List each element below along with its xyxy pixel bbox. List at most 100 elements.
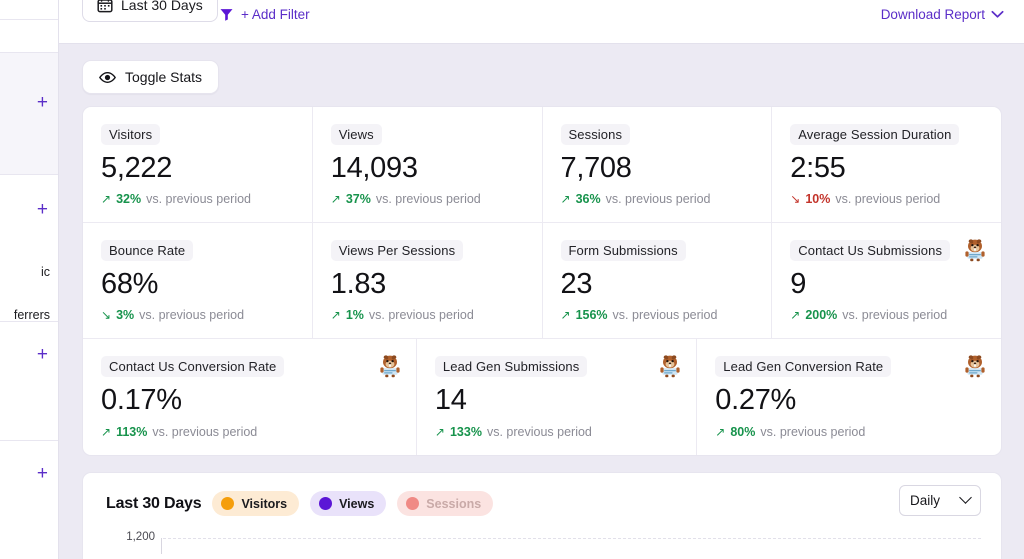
add-filter-button[interactable]: + Add Filter bbox=[219, 0, 310, 28]
timeseries-chart-panel: Last 30 Days Visitors Views Sessions Dai… bbox=[82, 472, 1002, 559]
sidebar-label-traffic: ic bbox=[40, 265, 50, 279]
trend-up-icon: ↗ bbox=[330, 192, 341, 206]
stat-card-lead-gen-submissions[interactable]: Lead Gen Submissions bbox=[417, 339, 698, 455]
delta-note: vs. previous period bbox=[486, 425, 592, 439]
date-range-picker[interactable]: Last 30 Days bbox=[82, 0, 218, 22]
chart-interval-value: Daily bbox=[910, 493, 941, 508]
delta-note: vs. previous period bbox=[760, 425, 866, 439]
stat-card-contact-us-conversion-rate[interactable]: Contact Us Conversion Rate bbox=[83, 339, 417, 455]
delta-note: vs. previous period bbox=[375, 192, 481, 206]
toggle-stats-button[interactable]: Toggle Stats bbox=[82, 60, 220, 94]
stat-delta: ↘ 10% vs. previous period bbox=[790, 192, 940, 206]
legend-chip-sessions[interactable]: Sessions bbox=[397, 491, 494, 516]
delta-note: vs. previous period bbox=[139, 308, 245, 322]
legend-label-sessions: Sessions bbox=[426, 496, 482, 511]
date-range-label: Last 30 Days bbox=[121, 0, 203, 13]
stat-label: Bounce Rate bbox=[101, 240, 194, 261]
sidebar-block-4[interactable]: + bbox=[0, 441, 58, 559]
delta-percent: 80% bbox=[730, 425, 756, 439]
download-report-button[interactable]: Download Report bbox=[881, 1, 1004, 27]
legend-dot-views bbox=[319, 497, 333, 510]
trend-up-icon: ↗ bbox=[560, 192, 571, 206]
top-toolbar: Last 30 Days + Add Filter Download Repor… bbox=[59, 0, 1024, 44]
stats-row-3: Contact Us Conversion Rate bbox=[83, 339, 1001, 455]
stat-value: 14,093 bbox=[330, 152, 418, 184]
delta-percent: 133% bbox=[449, 425, 482, 439]
delta-note: vs. previous period bbox=[368, 308, 474, 322]
stat-card-form-submissions[interactable]: Form Submissions 23 ↗ 156% vs. previous … bbox=[543, 223, 773, 338]
delta-percent: 3% bbox=[116, 308, 135, 322]
stat-card-sessions[interactable]: Sessions 7,708 ↗ 36% vs. previous period bbox=[543, 107, 773, 222]
stat-value: 7,708 bbox=[560, 152, 632, 184]
stat-delta: ↗ 80% vs. previous period bbox=[715, 425, 865, 439]
trend-up-icon: ↗ bbox=[330, 308, 341, 322]
sidebar-add-icon-pages[interactable]: + bbox=[36, 92, 48, 113]
stat-delta: ↘ 3% vs. previous period bbox=[101, 308, 244, 322]
stat-delta: ↗ 1% vs. previous period bbox=[331, 308, 474, 322]
trend-down-icon: ↘ bbox=[101, 308, 112, 322]
stat-value: 0.17% bbox=[101, 384, 182, 416]
sidebar-add-icon-3[interactable]: + bbox=[36, 344, 48, 365]
sidebar-add-icon-traffic[interactable]: + bbox=[36, 199, 48, 220]
stat-label: Views bbox=[330, 124, 382, 145]
stat-value: 5,222 bbox=[101, 152, 173, 184]
delta-percent: 200% bbox=[805, 308, 838, 322]
legend-dot-sessions bbox=[406, 497, 420, 510]
stat-delta: ↗ 36% vs. previous period bbox=[561, 192, 711, 206]
main-content: Toggle Stats Visitors 5,222 ↗ 32% vs. pr… bbox=[59, 44, 1024, 559]
stat-card-lead-gen-conversion-rate[interactable]: Lead Gen Conversion Rate bbox=[697, 339, 1001, 455]
stat-label: Form Submissions bbox=[560, 240, 686, 261]
delta-percent: 113% bbox=[116, 425, 148, 439]
stat-value: 0.27% bbox=[715, 384, 797, 416]
beaver-mascot-icon bbox=[965, 239, 985, 262]
stat-delta: ↗ 156% vs. previous period bbox=[561, 308, 718, 322]
delta-percent: 36% bbox=[575, 192, 601, 206]
stat-delta: ↗ 113% vs. previous period bbox=[101, 425, 257, 439]
legend-dot-visitors bbox=[221, 497, 235, 510]
delta-note: vs. previous period bbox=[152, 425, 258, 439]
beaver-mascot-icon bbox=[380, 355, 400, 378]
trend-up-icon: ↗ bbox=[560, 308, 571, 322]
stat-card-visitors[interactable]: Visitors 5,222 ↗ 32% vs. previous period bbox=[83, 107, 313, 222]
sidebar-block-1[interactable] bbox=[0, 20, 58, 53]
stat-delta: ↗ 37% vs. previous period bbox=[331, 192, 481, 206]
stat-card-bounce-rate[interactable]: Bounce Rate 68% ↘ 3% vs. previous period bbox=[83, 223, 313, 338]
sidebar-block-pages[interactable]: + ges bbox=[0, 53, 58, 185]
sidebar-label-referrers: ferrers bbox=[13, 308, 50, 322]
y-axis-tick-label: 1,200 bbox=[126, 531, 155, 543]
chart-interval-select[interactable]: Daily bbox=[899, 485, 981, 516]
chart-header: Last 30 Days Visitors Views Sessions bbox=[83, 473, 1001, 516]
delta-percent: 37% bbox=[345, 192, 371, 206]
sidebar-add-icon-4[interactable]: + bbox=[36, 463, 48, 484]
stats-row-2: Bounce Rate 68% ↘ 3% vs. previous period… bbox=[83, 223, 1001, 339]
stats-row-1: Visitors 5,222 ↗ 32% vs. previous period… bbox=[83, 107, 1001, 223]
stat-card-average-session-duration[interactable]: Average Session Duration 2:55 ↘ 10% vs. … bbox=[772, 107, 1001, 222]
download-report-label: Download Report bbox=[880, 6, 985, 22]
stat-label: Contact Us Submissions bbox=[790, 240, 951, 261]
beaver-mascot-icon bbox=[660, 355, 680, 378]
delta-note: vs. previous period bbox=[605, 192, 711, 206]
delta-percent: 1% bbox=[345, 308, 364, 322]
stat-delta: ↗ 200% vs. previous period bbox=[790, 308, 947, 322]
legend-chip-views[interactable]: Views bbox=[310, 491, 387, 516]
funnel-icon bbox=[220, 8, 233, 21]
trend-up-icon: ↗ bbox=[790, 308, 801, 322]
chart-title: Last 30 Days bbox=[106, 494, 202, 512]
delta-note: vs. previous period bbox=[612, 308, 718, 322]
delta-percent: 32% bbox=[116, 192, 142, 206]
sidebar-block-3[interactable]: + bbox=[0, 322, 58, 441]
stat-label: Views Per Sessions bbox=[330, 240, 464, 261]
stat-card-views-per-sessions[interactable]: Views Per Sessions 1.83 ↗ 1% vs. previou… bbox=[313, 223, 543, 338]
stat-value: 9 bbox=[790, 268, 807, 300]
legend-chip-visitors[interactable]: Visitors bbox=[212, 491, 300, 516]
stat-card-contact-us-submissions[interactable]: Contact Us Submissions bbox=[772, 223, 1001, 338]
stat-value: 23 bbox=[560, 268, 593, 300]
stat-label: Sessions bbox=[560, 124, 631, 145]
stat-delta: ↗ 32% vs. previous period bbox=[101, 192, 251, 206]
legend-label-visitors: Visitors bbox=[241, 496, 288, 511]
stat-card-views[interactable]: Views 14,093 ↗ 37% vs. previous period bbox=[313, 107, 543, 222]
sidebar: + ges + ic ferrers + + bbox=[0, 0, 59, 559]
stat-label: Lead Gen Conversion Rate bbox=[715, 356, 892, 377]
sidebar-block-traffic[interactable]: + ic ferrers bbox=[0, 175, 58, 322]
toggle-stats-label: Toggle Stats bbox=[125, 69, 203, 85]
